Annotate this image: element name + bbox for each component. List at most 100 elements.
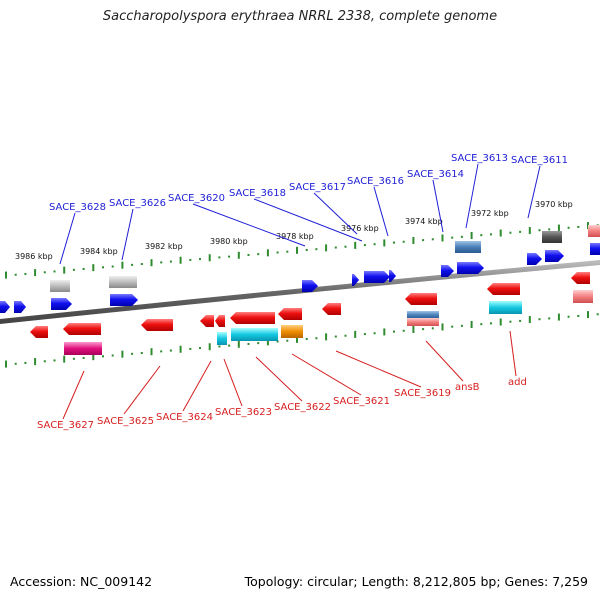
reverse-genes[interactable]	[30, 272, 593, 355]
accession-text: Accession: NC_009142	[10, 574, 153, 589]
tick-mark	[140, 263, 143, 266]
tick-mark	[577, 225, 580, 228]
tick-mark	[111, 354, 114, 357]
label-leader-line	[253, 198, 363, 242]
gene-label-SACE_3617: SACE_3617	[289, 182, 346, 193]
tick-mark	[24, 361, 27, 364]
gene-SACE_3627[interactable]	[64, 342, 102, 355]
label-leader-line	[432, 179, 444, 233]
gene-add[interactable]	[489, 301, 522, 314]
tick-mark	[470, 231, 473, 239]
gene-reverse-5[interactable]	[215, 315, 225, 327]
tick-mark	[422, 328, 425, 331]
label-leader-line	[425, 340, 464, 382]
tick-label: 3976 kbp	[341, 224, 379, 233]
tick-mark	[596, 313, 599, 316]
gene-reverse-4[interactable]	[200, 315, 214, 327]
tick-mark	[334, 246, 337, 249]
tick-mark	[393, 241, 395, 244]
tick-mark	[383, 328, 386, 336]
gene-SACE_3622[interactable]	[231, 328, 278, 341]
label-leader-line	[223, 358, 243, 407]
gene-forward-2[interactable]	[14, 301, 26, 313]
tick-mark	[286, 250, 289, 253]
gene-ansB-2[interactable]	[407, 318, 439, 326]
tick-mark	[218, 345, 221, 348]
gene-SACE_3621[interactable]	[281, 325, 303, 338]
gene-SACE_3626[interactable]	[109, 276, 137, 288]
tick-label: 3982 kbp	[145, 242, 183, 251]
tick-mark	[441, 323, 444, 331]
gene-edge-top[interactable]	[588, 225, 600, 237]
tick-mark	[5, 271, 7, 279]
tick-mark	[499, 318, 502, 326]
gene-forward-8[interactable]	[389, 270, 396, 282]
gene-SACE_3613[interactable]	[455, 241, 481, 253]
gene-reverse-2[interactable]	[63, 323, 101, 335]
label-leader-line	[192, 203, 306, 247]
tick-mark	[14, 273, 17, 276]
tick-mark	[121, 350, 124, 358]
gene-SACE_3623[interactable]	[217, 332, 227, 345]
tick-mark	[363, 333, 366, 336]
forward-genes[interactable]	[0, 225, 600, 313]
label-leader-line	[527, 165, 541, 219]
gene-reverse-8[interactable]	[322, 303, 341, 315]
gene-label-SACE_3627: SACE_3627	[37, 420, 94, 431]
gene-reverse-9[interactable]	[405, 293, 437, 305]
label-leader-line	[59, 212, 76, 265]
tick-mark	[567, 226, 570, 229]
tick-mark	[43, 360, 46, 363]
tick-mark	[538, 318, 541, 321]
tick-mark	[247, 342, 250, 345]
tick-mark	[344, 334, 347, 337]
gene-forward-6[interactable]	[352, 274, 359, 286]
tick-mark	[257, 342, 260, 345]
gene-reverse-3[interactable]	[141, 319, 173, 331]
tick-mark	[451, 236, 454, 239]
gene-forward-3[interactable]	[51, 298, 72, 310]
gene-forward-1[interactable]	[0, 301, 10, 313]
gene-SACE_3611[interactable]	[542, 231, 562, 243]
gene-label-SACE_3622: SACE_3622	[274, 402, 331, 413]
tick-mark	[131, 352, 134, 355]
gene-reverse-11[interactable]	[571, 272, 590, 284]
tick-label: 3970 kbp	[535, 200, 573, 209]
tick-mark	[257, 253, 260, 256]
gene-reverse-7[interactable]	[278, 308, 302, 320]
gene-forward-4[interactable]	[110, 294, 138, 306]
gene-SACE_3628[interactable]	[50, 280, 70, 292]
gene-forward-9[interactable]	[441, 265, 454, 277]
label-leader-line	[509, 330, 517, 377]
gene-reverse-edge[interactable]	[573, 290, 593, 303]
gene-reverse-6[interactable]	[230, 312, 275, 324]
gene-forward-11[interactable]	[527, 253, 542, 265]
tick-mark	[24, 272, 27, 275]
tick-mark	[150, 348, 153, 356]
tick-mark	[237, 340, 240, 348]
tick-mark	[373, 243, 376, 246]
tick-mark	[334, 335, 337, 338]
gene-forward-13[interactable]	[590, 243, 600, 255]
tick-mark	[276, 251, 279, 254]
gene-forward-10[interactable]	[457, 262, 484, 274]
gene-label-SACE_3624: SACE_3624	[156, 412, 213, 423]
gene-forward-12[interactable]	[545, 250, 564, 262]
tick-mark	[266, 338, 269, 346]
tick-row-bottom	[5, 311, 599, 368]
tick-mark	[538, 229, 541, 232]
gene-forward-7[interactable]	[364, 271, 390, 283]
gene-label-SACE_3628: SACE_3628	[49, 202, 106, 213]
tick-mark	[460, 324, 463, 327]
gene-reverse-1[interactable]	[30, 326, 48, 338]
tick-mark	[412, 236, 415, 244]
tick-mark	[53, 359, 56, 362]
gene-forward-5[interactable]	[302, 280, 318, 292]
tick-mark	[354, 330, 357, 338]
gene-ansB[interactable]	[407, 311, 439, 319]
tick-mark	[169, 260, 172, 263]
gene-reverse-10[interactable]	[487, 283, 520, 295]
tick-mark	[480, 323, 483, 326]
label-leader-line	[121, 208, 134, 261]
